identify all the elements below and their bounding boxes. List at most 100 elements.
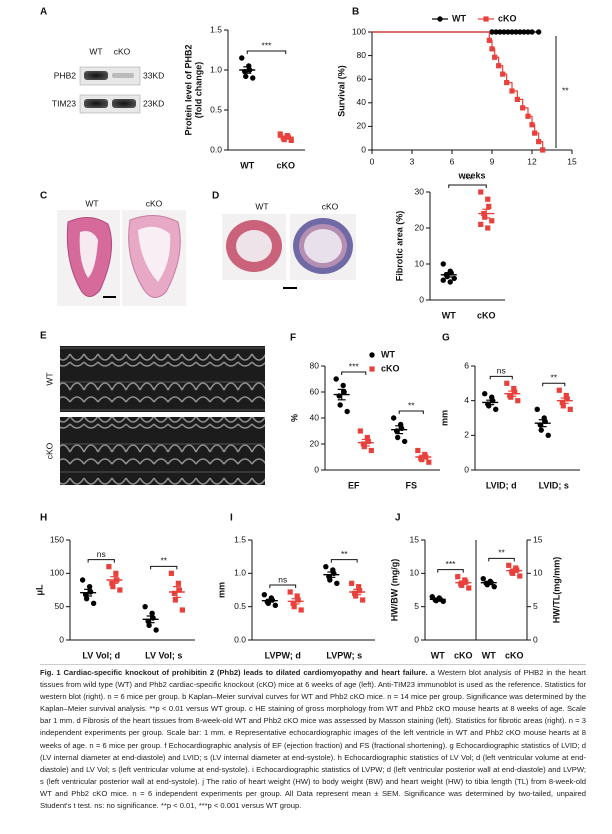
y-tick-label: 60 bbox=[310, 386, 320, 396]
y-tick-label: 0 bbox=[414, 634, 419, 644]
y-tick-label: 1.0 bbox=[210, 64, 222, 74]
blot-size: 33KD bbox=[143, 70, 164, 80]
data-point bbox=[455, 574, 461, 580]
y-tick-label: 60 bbox=[357, 73, 367, 83]
data-point bbox=[117, 587, 123, 593]
significance-bracket bbox=[150, 565, 178, 570]
x-label: weeks bbox=[457, 170, 485, 180]
blot-row: TIM23 bbox=[52, 98, 76, 108]
x-tick-label: 6 bbox=[450, 156, 455, 166]
data-point bbox=[563, 392, 569, 399]
data-point bbox=[368, 447, 374, 454]
y-tick-label: 10 bbox=[415, 258, 425, 268]
data-point bbox=[459, 582, 465, 588]
blot-row: PHB2 bbox=[54, 70, 76, 80]
data-point bbox=[525, 29, 531, 35]
y2-label: HW/TL(mg/mm) bbox=[551, 557, 561, 624]
significance-label: *** bbox=[446, 559, 457, 569]
caption-title: Fig. 1 Cardiac-specific knockout of proh… bbox=[40, 668, 428, 677]
data-point bbox=[560, 403, 566, 409]
data-point bbox=[529, 122, 535, 128]
data-point bbox=[529, 29, 535, 35]
caption: Fig. 1 Cardiac-specific knockout of proh… bbox=[40, 664, 586, 812]
data-point bbox=[535, 29, 542, 35]
significance-label: ** bbox=[550, 373, 557, 383]
significance-label: ** bbox=[160, 556, 167, 566]
data-point bbox=[451, 275, 457, 282]
data-point bbox=[564, 396, 570, 402]
y-tick-label: 100 bbox=[50, 568, 64, 578]
significance-bracket bbox=[489, 375, 513, 380]
y-tick-label: 0 bbox=[59, 634, 64, 644]
legend-label: WT bbox=[381, 349, 395, 359]
data-point bbox=[79, 577, 86, 583]
y-tick-label: 0 bbox=[314, 464, 319, 474]
data-point bbox=[153, 627, 159, 633]
data-point bbox=[525, 113, 531, 119]
image-label: cKO bbox=[44, 442, 54, 459]
y-tick-label: 5 bbox=[414, 601, 419, 611]
panel-label: A bbox=[40, 7, 47, 18]
data-point bbox=[334, 580, 340, 587]
data-point bbox=[360, 597, 366, 603]
y-tick-label: 50 bbox=[55, 601, 65, 611]
data-point bbox=[401, 438, 408, 445]
y2-tick-label: 15 bbox=[533, 534, 543, 544]
data-point bbox=[106, 564, 112, 570]
data-point bbox=[341, 389, 347, 395]
blot-size: 23KD bbox=[143, 98, 164, 108]
y-tick-label: 80 bbox=[357, 50, 367, 60]
data-point bbox=[281, 137, 287, 143]
significance-bracket bbox=[437, 569, 464, 573]
data-point bbox=[327, 577, 333, 583]
data-point bbox=[290, 600, 296, 606]
panel-label: C bbox=[40, 191, 47, 202]
data-point bbox=[489, 29, 495, 35]
western-blot: A WT cKO PHB2 TIM23 33KD 23KD bbox=[40, 7, 164, 114]
data-point bbox=[500, 71, 506, 77]
y2-tick-label: 10 bbox=[533, 568, 543, 578]
x-tick-label: cKO bbox=[477, 310, 496, 320]
data-point bbox=[497, 29, 503, 35]
x-tick-label: WT bbox=[442, 310, 456, 320]
x-tick-label: 9 bbox=[490, 156, 495, 166]
significance-label: ns bbox=[497, 366, 506, 376]
data-point bbox=[486, 37, 492, 43]
data-point bbox=[176, 587, 182, 593]
data-point bbox=[390, 415, 397, 421]
data-point bbox=[142, 603, 148, 610]
x-tick-label: LV Vol; s bbox=[145, 650, 182, 660]
data-point bbox=[440, 261, 446, 267]
data-point bbox=[513, 29, 519, 35]
y-tick-label: 20 bbox=[357, 121, 367, 131]
data-point bbox=[419, 457, 425, 463]
legend-marker bbox=[369, 352, 375, 358]
panel-label: D bbox=[212, 191, 219, 202]
significance-bracket bbox=[542, 382, 566, 387]
significance-bracket bbox=[341, 371, 367, 375]
x-tick-label: LVPW; d bbox=[265, 650, 301, 660]
data-point bbox=[520, 105, 526, 111]
data-point bbox=[298, 607, 304, 613]
x-tick-label: cKO bbox=[505, 650, 524, 660]
image-label: WT bbox=[44, 372, 54, 385]
data-point bbox=[492, 54, 498, 60]
data-point bbox=[426, 459, 432, 465]
data-point bbox=[146, 622, 152, 629]
data-point bbox=[478, 189, 484, 195]
y-tick-label: 0.5 bbox=[234, 601, 246, 611]
data-point bbox=[493, 29, 499, 35]
data-point bbox=[288, 137, 294, 143]
data-point bbox=[485, 225, 491, 231]
x-tick-label: LVID; s bbox=[539, 480, 569, 490]
data-point bbox=[352, 590, 358, 596]
image-label: WT bbox=[255, 201, 268, 211]
data-point bbox=[172, 597, 178, 603]
significance-label: *** bbox=[463, 174, 474, 184]
data-point bbox=[295, 597, 301, 603]
data-point bbox=[517, 573, 523, 579]
data-point bbox=[277, 131, 283, 137]
data-point bbox=[250, 75, 256, 81]
data-point bbox=[534, 406, 540, 413]
y-tick-label: 0 bbox=[361, 144, 366, 154]
